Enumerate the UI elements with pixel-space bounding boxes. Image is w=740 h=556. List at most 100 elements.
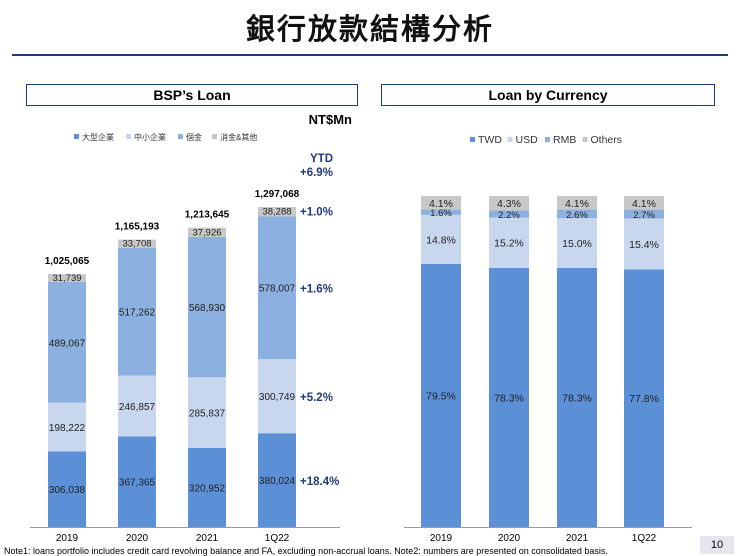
currency-value-label-Others-2019: 4.1% xyxy=(429,198,453,210)
currency-bar-TWD-1Q22 xyxy=(624,269,664,527)
value-label-大型企業-2021: 320,952 xyxy=(189,483,226,494)
ytd-label-2: +1.6% xyxy=(300,284,333,296)
currency-bar-RMB-2021 xyxy=(557,209,597,219)
total-label-1Q22: 1,297,068 xyxy=(255,189,300,200)
currency-bar-RMB-1Q22 xyxy=(624,209,664,219)
currency-value-label-Others-2020: 4.3% xyxy=(497,198,521,210)
currency-legend-swatch-3 xyxy=(582,137,588,142)
currency-value-label-TWD-1Q22: 77.8% xyxy=(629,393,659,405)
bar-中小企業-2021 xyxy=(188,377,226,448)
legend-label-3: 消金&其他 xyxy=(220,132,257,142)
currency-bar-USD-2020 xyxy=(489,217,529,268)
value-label-個金-2020: 517,262 xyxy=(119,308,156,319)
total-label-2020: 1,165,193 xyxy=(115,222,160,233)
legend-label-0: 大型企業 xyxy=(82,132,114,142)
currency-value-label-TWD-2021: 78.3% xyxy=(562,392,592,404)
value-label-大型企業-2019: 306,038 xyxy=(49,485,86,496)
currency-bar-USD-2021 xyxy=(557,218,597,268)
value-label-消金&其他-2019: 31,739 xyxy=(52,273,81,284)
currency-value-label-Others-1Q22: 4.1% xyxy=(632,198,656,210)
x-tick-2021: 2021 xyxy=(196,533,219,544)
page-number: 10 xyxy=(700,536,734,554)
unit-label: NT$Mn xyxy=(309,112,352,127)
currency-legend-label-1: USD xyxy=(516,134,539,146)
currency-bar-USD-1Q22 xyxy=(624,218,664,270)
value-label-大型企業-2020: 367,365 xyxy=(119,478,156,489)
bar-消金&其他-2021 xyxy=(188,227,226,237)
total-label-2019: 1,025,065 xyxy=(45,256,90,267)
value-label-消金&其他-2021: 37,926 xyxy=(192,227,221,238)
currency-header: Loan by Currency xyxy=(381,84,715,106)
ytd-total: +6.9% xyxy=(300,167,333,179)
value-label-消金&其他-1Q22: 38,288 xyxy=(262,207,291,218)
currency-legend-swatch-0 xyxy=(470,137,475,142)
bar-中小企業-2019 xyxy=(48,402,86,452)
page-title: 銀行放款結構分析 xyxy=(245,12,494,46)
currency-value-label-RMB-2020: 2.2% xyxy=(498,210,520,221)
ytd-label-3: +1.0% xyxy=(300,207,333,219)
legend-swatch-2 xyxy=(178,134,183,139)
legend-label-2: 個金 xyxy=(186,132,202,142)
currency-value-label-TWD-2020: 78.3% xyxy=(494,392,524,404)
legend-label-1: 中小企業 xyxy=(134,132,166,142)
ytd-title: YTD xyxy=(310,153,333,165)
footnote: Note1: loans portfolio includes credit c… xyxy=(4,546,608,556)
x-tick-2020: 2020 xyxy=(126,533,149,544)
total-label-2021: 1,213,645 xyxy=(185,210,230,221)
currency-bar-Others-2021 xyxy=(557,196,597,210)
bar-個金-1Q22 xyxy=(258,216,296,360)
bar-中小企業-1Q22 xyxy=(258,359,296,434)
currency-value-label-RMB-2019: 1.6% xyxy=(430,208,452,219)
currency-bar-TWD-2020 xyxy=(489,267,529,527)
currency-value-label-USD-2021: 15.0% xyxy=(562,238,592,250)
bar-消金&其他-1Q22 xyxy=(258,207,296,217)
value-label-消金&其他-2020: 33,708 xyxy=(122,239,151,250)
currency-bar-RMB-2020 xyxy=(489,210,529,218)
bar-中小企業-2020 xyxy=(118,375,156,437)
bar-消金&其他-2020 xyxy=(118,239,156,248)
bar-大型企業-2020 xyxy=(118,436,156,527)
currency-legend-label-0: TWD xyxy=(478,134,502,146)
currency-legend-swatch-2 xyxy=(545,137,550,142)
bsp-loan-header: BSP’s Loan xyxy=(26,84,358,106)
ytd-label-0: +18.4% xyxy=(300,476,339,488)
currency-x-tick-1Q22: 1Q22 xyxy=(632,533,657,544)
currency-value-label-RMB-1Q22: 2.7% xyxy=(633,210,655,221)
currency-legend-label-3: Others xyxy=(591,134,623,146)
currency-bar-USD-2019 xyxy=(421,214,461,264)
bar-大型企業-2019 xyxy=(48,451,86,527)
currency-value-label-TWD-2019: 79.5% xyxy=(426,390,456,402)
currency-bar-Others-1Q22 xyxy=(624,196,664,210)
bar-個金-2019 xyxy=(48,281,86,403)
value-label-個金-1Q22: 578,007 xyxy=(259,284,296,295)
currency-x-tick-2020: 2020 xyxy=(498,533,521,544)
currency-x-tick-2021: 2021 xyxy=(566,533,589,544)
currency-legend-label-2: RMB xyxy=(553,134,576,146)
value-label-大型企業-1Q22: 380,024 xyxy=(259,476,296,487)
title-divider xyxy=(12,54,728,56)
ytd-label-1: +5.2% xyxy=(300,392,333,404)
bar-個金-2021 xyxy=(188,236,226,378)
currency-bar-Others-2019 xyxy=(421,196,461,210)
bar-消金&其他-2019 xyxy=(48,274,86,282)
legend-swatch-0 xyxy=(74,134,79,139)
currency-value-label-RMB-2021: 2.6% xyxy=(566,210,588,221)
value-label-中小企業-2020: 246,857 xyxy=(119,402,156,413)
value-label-中小企業-1Q22: 300,749 xyxy=(259,392,296,403)
currency-bar-TWD-2019 xyxy=(421,263,461,527)
value-label-個金-2019: 489,067 xyxy=(49,338,86,349)
legend-swatch-3 xyxy=(212,134,217,139)
x-tick-1Q22: 1Q22 xyxy=(265,533,290,544)
value-label-中小企業-2021: 285,837 xyxy=(189,409,226,420)
currency-bar-Others-2020 xyxy=(489,196,529,211)
currency-x-tick-2019: 2019 xyxy=(430,533,453,544)
currency-bar-RMB-2019 xyxy=(421,209,461,215)
bar-大型企業-1Q22 xyxy=(258,433,296,527)
currency-value-label-USD-2020: 15.2% xyxy=(494,238,524,250)
x-tick-2019: 2019 xyxy=(56,533,79,544)
bar-個金-2020 xyxy=(118,247,156,376)
currency-bar-TWD-2021 xyxy=(557,267,597,527)
value-label-個金-2021: 568,930 xyxy=(189,303,226,314)
currency-value-label-Others-2021: 4.1% xyxy=(565,198,589,210)
